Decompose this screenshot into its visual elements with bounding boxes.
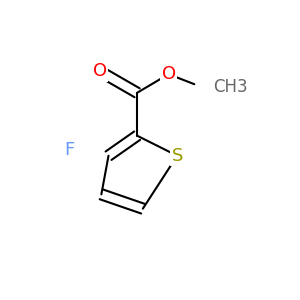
Text: O: O [93, 62, 107, 80]
Text: S: S [172, 147, 183, 165]
Text: O: O [161, 65, 176, 83]
Text: CH3: CH3 [213, 78, 248, 96]
Text: F: F [64, 141, 74, 159]
